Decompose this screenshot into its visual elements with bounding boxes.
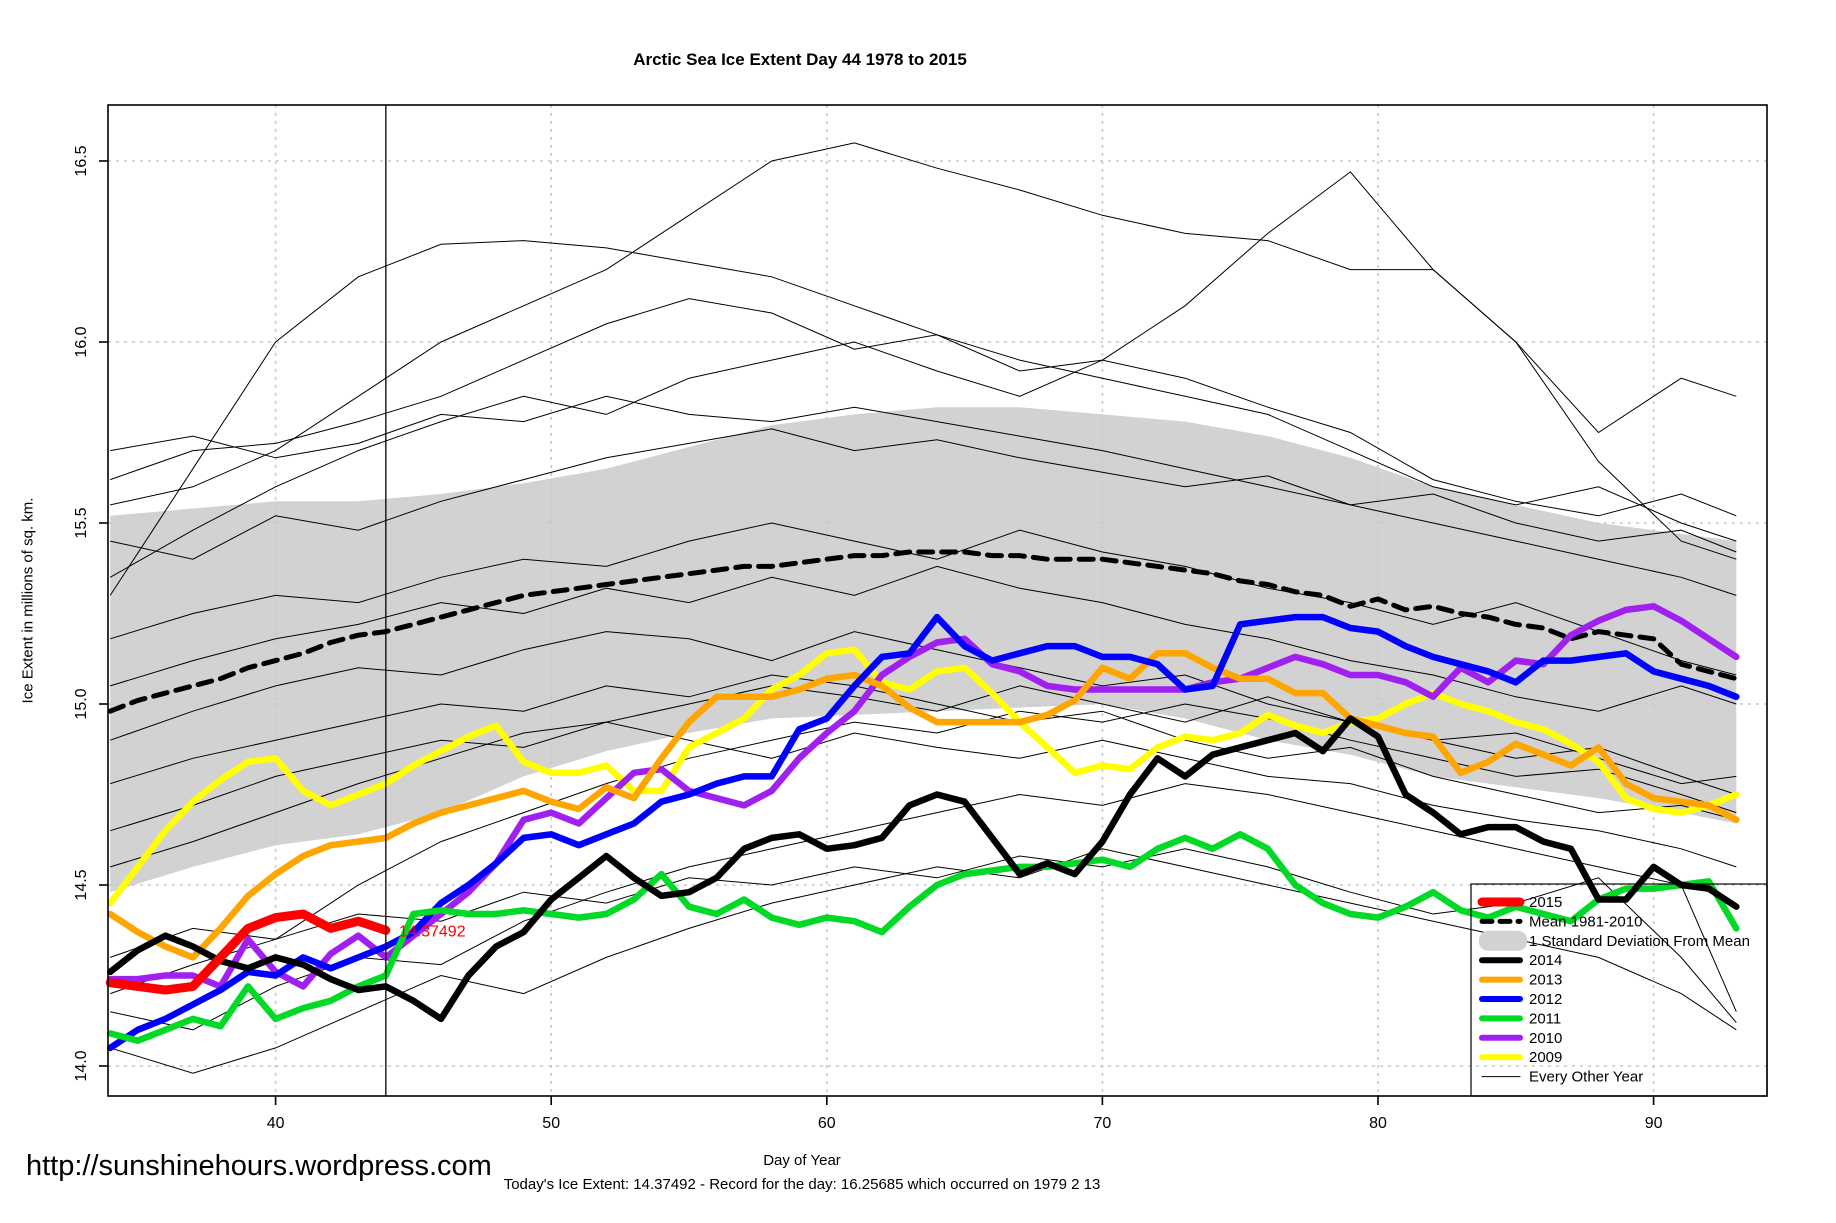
legend-label-2011: 2011 — [1529, 1010, 1561, 1027]
legend-label-2013: 2013 — [1529, 972, 1562, 989]
legend-box — [1470, 883, 1768, 1097]
y-tick-label: 14.5 — [73, 869, 90, 900]
y-tick-label: 15.0 — [73, 688, 90, 719]
plot-border — [107, 104, 1768, 1097]
legend-label-1-standard-deviation-from-mean: 1 Standard Deviation From Mean — [1529, 933, 1750, 950]
legend-label-2009: 2009 — [1529, 1049, 1562, 1066]
series-line-2013 — [106, 650, 1740, 961]
chart-title: Arctic Sea Ice Extent Day 44 1978 to 201… — [633, 50, 967, 69]
series-line-2011 — [106, 831, 1740, 1044]
y-tick-label: 14.0 — [73, 1050, 90, 1081]
x-tick-label: 80 — [1369, 1115, 1387, 1132]
series-line-2015 — [105, 909, 391, 995]
legend-label-2014: 2014 — [1529, 952, 1562, 969]
series-line-2009 — [106, 646, 1740, 907]
legend-label-2015: 2015 — [1529, 894, 1562, 911]
x-tick-label: 60 — [818, 1115, 836, 1132]
legend-label-2012: 2012 — [1529, 991, 1562, 1008]
legend-swatch-band — [1479, 930, 1527, 951]
series-line-mean-1981-2010 — [107, 549, 1739, 714]
legend-label-2010: 2010 — [1529, 1030, 1562, 1047]
x-tick-label: 40 — [267, 1115, 285, 1132]
series-line-2010 — [106, 603, 1740, 990]
x-tick-label: 70 — [1094, 1115, 1112, 1132]
y-tick-label: 15.5 — [73, 507, 90, 538]
y-tick-label: 16.5 — [73, 145, 90, 176]
x-tick-label: 50 — [542, 1115, 560, 1132]
x-axis-title: Day of Year — [763, 1152, 841, 1169]
footer-subtitle: Today's Ice Extent: 14.37492 - Record fo… — [503, 1176, 1101, 1193]
y-axis-title: Ice Extent in millions of sq. km. — [19, 497, 37, 704]
legend-label-mean-1981-2010: Mean 1981-2010 — [1529, 913, 1642, 930]
y-tick-label: 16.0 — [73, 326, 90, 357]
x-tick-label: 90 — [1645, 1115, 1663, 1132]
series-line-2014 — [106, 715, 1740, 1023]
legend-label-every-other-year: Every Other Year — [1529, 1069, 1643, 1086]
footer-url-text: http://sunshinehours.wordpress.com — [26, 1150, 492, 1182]
current-value-annotation: 14.37492 — [399, 923, 466, 940]
series-line-2012 — [106, 613, 1740, 1052]
